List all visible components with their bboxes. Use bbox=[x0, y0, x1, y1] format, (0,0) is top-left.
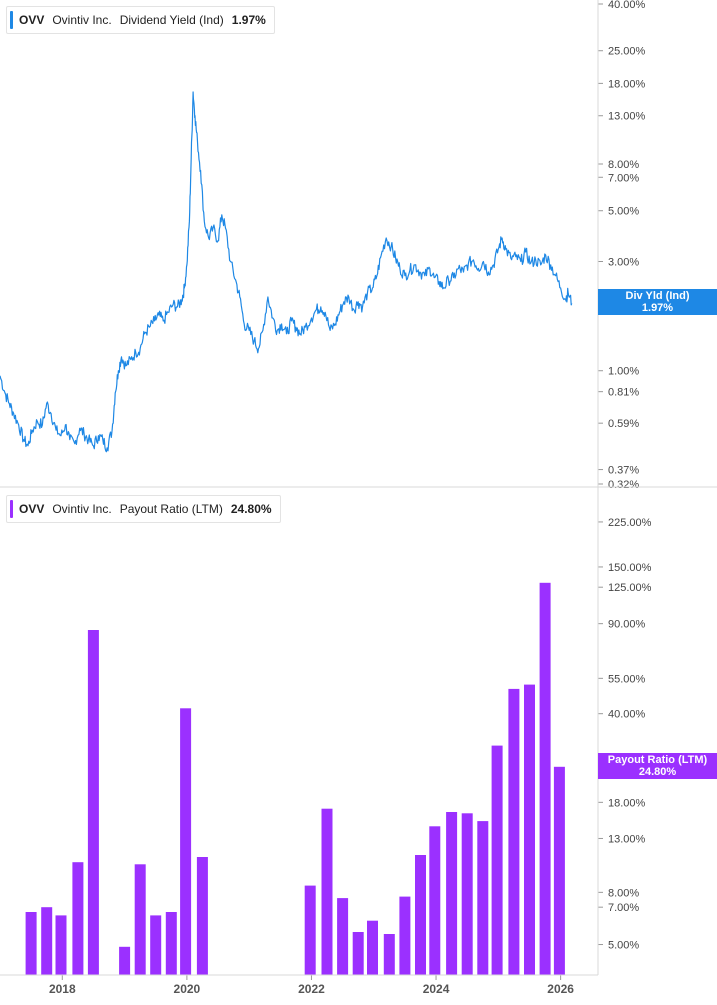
y-tick-label: 5.00% bbox=[608, 940, 639, 952]
tag-label: Payout Ratio (LTM) bbox=[607, 753, 708, 766]
payout-bar bbox=[119, 946, 131, 975]
y-tick-label: 125.00% bbox=[608, 582, 652, 594]
payout-bar bbox=[477, 821, 489, 975]
y-tick-label: 55.00% bbox=[608, 673, 646, 685]
x-tick-label: 2020 bbox=[174, 982, 201, 996]
payout-bar bbox=[41, 907, 53, 975]
y-tick-label: 7.00% bbox=[608, 902, 639, 914]
y-tick-label: 225.00% bbox=[608, 517, 652, 529]
y-tick-label: 0.32% bbox=[608, 479, 639, 491]
payout-bar bbox=[446, 812, 458, 975]
payout-bar bbox=[553, 766, 565, 975]
y-tick-label: 18.00% bbox=[608, 78, 646, 90]
x-axis: 2018 2020 2022 2024 2026 bbox=[49, 975, 574, 996]
y-tick-label: 150.00% bbox=[608, 562, 652, 574]
payout-bar bbox=[508, 688, 520, 975]
series-color-swatch bbox=[10, 11, 13, 29]
dividend-yield-line bbox=[0, 91, 573, 453]
payout-bar bbox=[367, 920, 378, 975]
payout-bar bbox=[429, 826, 441, 975]
payout-bar bbox=[165, 912, 177, 975]
y-tick-label: 40.00% bbox=[608, 0, 646, 11]
x-tick-label: 2018 bbox=[49, 982, 76, 996]
legend-company: Ovintiv Inc. bbox=[52, 13, 112, 27]
payout-bar bbox=[87, 630, 99, 975]
x-tick-label: 2024 bbox=[423, 982, 450, 996]
tag-value: 1.97% bbox=[641, 302, 674, 315]
dividend-yield-value-tag: Div Yld (Ind) 1.97% bbox=[598, 289, 717, 316]
y-tick-label: 25.00% bbox=[608, 46, 646, 58]
payout-bar bbox=[150, 915, 162, 975]
payout-bar bbox=[337, 898, 349, 975]
y-tick-label: 3.00% bbox=[608, 257, 639, 269]
payout-bar bbox=[55, 915, 67, 975]
legend-ticker: OVV bbox=[19, 502, 45, 516]
tag-value: 24.80% bbox=[638, 765, 677, 778]
legend-payout-ratio[interactable]: OVV Ovintiv Inc. Payout Ratio (LTM) 24.8… bbox=[6, 495, 281, 523]
payout-bar bbox=[304, 885, 316, 975]
payout-bar bbox=[461, 813, 473, 975]
legend-dividend-yield[interactable]: OVV Ovintiv Inc. Dividend Yield (Ind) 1.… bbox=[6, 6, 275, 34]
legend-company: Ovintiv Inc. bbox=[52, 502, 112, 516]
payout-bar bbox=[383, 934, 395, 975]
legend-metric: Dividend Yield (Ind) bbox=[119, 13, 224, 27]
payout-bar bbox=[399, 896, 411, 975]
payout-ratio-panel: 225.00% 150.00% 125.00% 90.00% 55.00% 40.00% 1… bbox=[25, 517, 652, 975]
payout-bar bbox=[72, 862, 84, 975]
legend-value: 24.80% bbox=[230, 502, 272, 516]
x-tick-label: 2026 bbox=[547, 982, 574, 996]
legend-value: 1.97% bbox=[231, 13, 266, 27]
payout-bar bbox=[491, 745, 503, 975]
series-color-swatch bbox=[10, 500, 13, 518]
legend-ticker: OVV bbox=[19, 13, 45, 27]
payout-bar bbox=[196, 857, 208, 975]
y-tick-label: 13.00% bbox=[608, 111, 646, 123]
y-tick-label: 5.00% bbox=[608, 206, 639, 218]
tag-label: Div Yld (Ind) bbox=[625, 290, 690, 303]
payout-ratio-value-tag: Payout Ratio (LTM) 24.80% bbox=[598, 752, 717, 779]
y-tick-label: 8.00% bbox=[608, 159, 639, 171]
y-tick-label: 40.00% bbox=[608, 709, 646, 721]
payout-bar bbox=[134, 864, 146, 975]
y-tick-label: 18.00% bbox=[608, 797, 646, 809]
y-tick-label: 7.00% bbox=[608, 172, 639, 184]
payout-bar bbox=[321, 808, 333, 975]
y-tick-label: 8.00% bbox=[608, 887, 639, 899]
payout-bar bbox=[415, 855, 426, 975]
payout-bar bbox=[352, 932, 364, 975]
payout-bar bbox=[539, 582, 551, 975]
payout-bar bbox=[180, 708, 192, 975]
y-tick-label: 0.37% bbox=[608, 465, 639, 477]
y-tick-label: 0.81% bbox=[608, 387, 639, 399]
legend-metric: Payout Ratio (LTM) bbox=[119, 502, 223, 516]
x-tick-label: 2022 bbox=[298, 982, 325, 996]
y-tick-label: 90.00% bbox=[608, 619, 646, 631]
y-tick-label: 13.00% bbox=[608, 833, 646, 845]
payout-bar bbox=[524, 684, 535, 975]
y-tick-label: 0.59% bbox=[608, 418, 639, 430]
dividend-yield-panel: 40.00% 25.00% 18.00% 13.00% 8.00%7.00% 5.00% 3… bbox=[0, 0, 646, 491]
y-tick-label: 1.00% bbox=[608, 366, 639, 378]
payout-bar bbox=[25, 912, 37, 975]
